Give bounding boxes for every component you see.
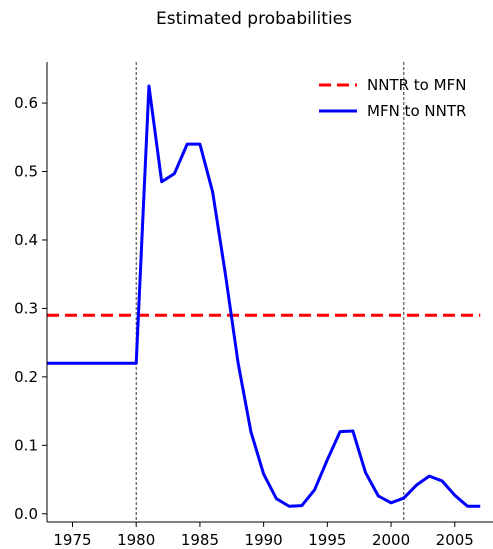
x-tick-label: 2005 [436,531,474,549]
series-group [47,84,481,508]
x-tick-label: 1985 [181,531,219,549]
y-tick-label: 0.3 [14,299,38,317]
legend-label-1: MFN to NNTR [367,102,466,120]
x-axis-ticks: 1975 1980 1985 1990 1995 2000 2005 [53,522,474,549]
y-tick-label: 0.0 [14,505,38,523]
x-tick-label: 1990 [245,531,283,549]
y-axis-ticks: 0.0 0.1 0.2 0.3 0.4 0.5 0.6 [14,94,47,523]
x-tick-label: 1980 [117,531,155,549]
y-tick-label: 0.2 [14,368,38,386]
y-tick-label: 0.6 [14,94,38,112]
x-tick-label: 1975 [53,531,91,549]
y-tick-label: 0.1 [14,436,38,454]
legend: NNTR to MFN MFN to NNTR [319,76,466,120]
y-tick-label: 0.4 [14,231,38,249]
x-tick-label: 2000 [372,531,410,549]
series-line-1 [47,84,481,508]
y-tick-label: 0.5 [14,163,38,181]
legend-label-0: NNTR to MFN [367,76,466,94]
reference-lines [135,62,405,522]
chart-title: Estimated probabilities [156,9,352,29]
x-tick-label: 1995 [308,531,346,549]
